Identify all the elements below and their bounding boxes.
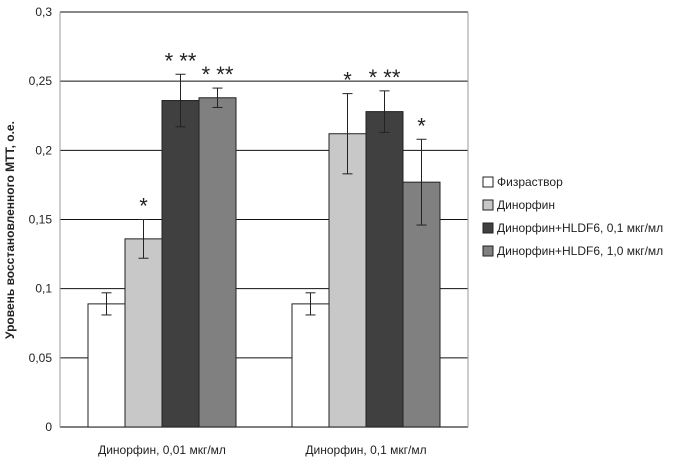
x-axis-categories: Динорфин, 0,01 мкг/мл Динорфин, 0,1 мкг/м…: [98, 443, 426, 457]
significance-label: * **: [165, 48, 197, 73]
legend-label: Динорфин+HLDF6, 1,0 мкг/мл: [497, 244, 663, 258]
bar: [87, 303, 126, 428]
significance-label: *: [417, 113, 426, 138]
bar: [198, 97, 237, 428]
category-label: Динорфин, 0,1 мкг/мл: [305, 443, 426, 457]
y-tick-label: 0,15: [29, 213, 53, 227]
y-tick-label: 0,25: [29, 74, 53, 88]
bar: [365, 111, 404, 428]
y-axis-label: Уровень восстановленного МТТ, о.е.: [3, 121, 17, 339]
bar: [291, 303, 330, 428]
bar: [328, 133, 367, 428]
legend-label: Физраствор: [497, 175, 563, 189]
legend: Физраствор Динорфин Динорфин+HLDF6, 0,1 мк…: [482, 175, 663, 258]
legend-swatch: [482, 176, 494, 188]
bars: [87, 73, 441, 428]
y-tick-label: 0,2: [35, 143, 52, 157]
significance-label: *: [139, 194, 148, 219]
y-tick-label: 0,05: [29, 351, 53, 365]
legend-label: Динорфин+HLDF6, 0,1 мкг/мл: [497, 221, 663, 235]
y-tick-label: 0: [45, 420, 52, 434]
y-axis-ticks: 0 0,05 0,1 0,15 0,2 0,25 0,3: [29, 5, 53, 434]
significance-label: *: [343, 68, 352, 93]
y-tick-label: 0,3: [35, 5, 52, 19]
bar: [161, 100, 200, 428]
legend-label: Динорфин: [497, 198, 555, 212]
bar: [124, 238, 163, 428]
legend-swatch: [482, 199, 494, 211]
legend-swatch: [482, 245, 494, 257]
legend-swatch: [482, 222, 494, 234]
category-label: Динорфин, 0,01 мкг/мл: [98, 443, 226, 457]
y-tick-label: 0,1: [35, 282, 52, 296]
significance-label: * **: [369, 65, 401, 90]
significance-markers: ** *** ** * * ***: [139, 48, 426, 218]
significance-label: * **: [202, 62, 234, 87]
